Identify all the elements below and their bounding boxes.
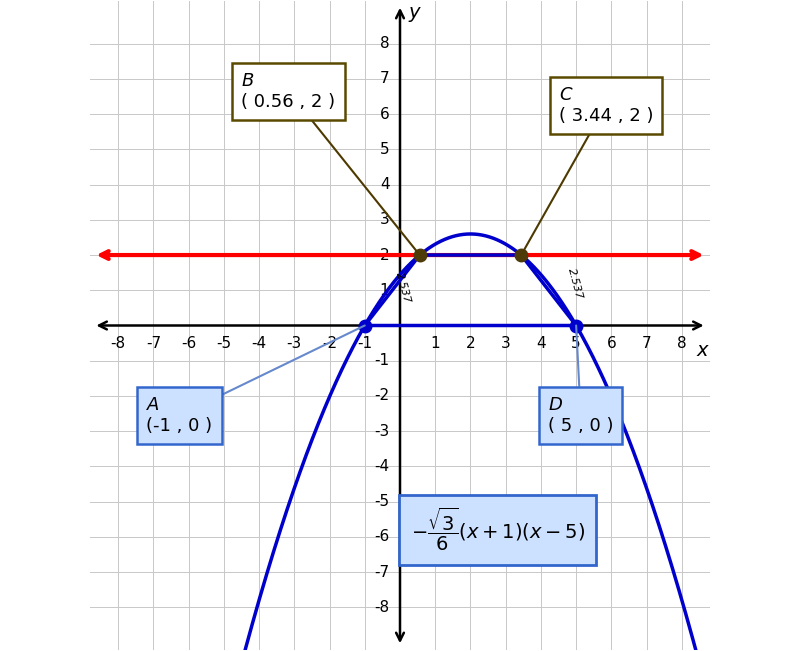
Text: -6: -6 — [374, 529, 390, 544]
Text: 1: 1 — [430, 336, 440, 351]
Text: 3: 3 — [380, 212, 390, 227]
Text: $A$
(-1 , 0 ): $A$ (-1 , 0 ) — [146, 326, 365, 435]
Text: 7: 7 — [642, 336, 651, 351]
Text: 3: 3 — [501, 336, 510, 351]
Text: 5: 5 — [571, 336, 581, 351]
Text: -6: -6 — [181, 336, 196, 351]
Text: y: y — [409, 3, 420, 22]
Text: -7: -7 — [146, 336, 161, 351]
Text: 2: 2 — [380, 247, 390, 262]
Text: x: x — [697, 341, 708, 361]
Text: 8: 8 — [677, 336, 686, 351]
Text: $C$
( 3.44 , 2 ): $C$ ( 3.44 , 2 ) — [521, 86, 653, 255]
Text: 5: 5 — [380, 142, 390, 157]
Text: -1: -1 — [358, 336, 372, 351]
Text: -4: -4 — [374, 459, 390, 474]
Text: -5: -5 — [216, 336, 231, 351]
Text: 4: 4 — [380, 177, 390, 192]
Text: -5: -5 — [374, 494, 390, 509]
Text: 2: 2 — [466, 336, 475, 351]
Text: 7: 7 — [380, 72, 390, 87]
Text: -1: -1 — [374, 353, 390, 368]
Text: $B$
( 0.56 , 2 ): $B$ ( 0.56 , 2 ) — [242, 72, 420, 255]
Text: 8: 8 — [380, 36, 390, 51]
Text: 2.537: 2.537 — [566, 268, 584, 301]
Text: -7: -7 — [374, 564, 390, 579]
Text: 2.537: 2.537 — [394, 271, 412, 305]
Text: -4: -4 — [251, 336, 266, 351]
Text: -8: -8 — [110, 336, 126, 351]
Text: -2: -2 — [322, 336, 337, 351]
Text: 4: 4 — [536, 336, 546, 351]
Text: $D$
( 5 , 0 ): $D$ ( 5 , 0 ) — [548, 326, 614, 435]
Text: -2: -2 — [374, 389, 390, 404]
Text: 6: 6 — [606, 336, 616, 351]
Text: $-\dfrac{\sqrt{3}}{6}(x+1)(x-5)$: $-\dfrac{\sqrt{3}}{6}(x+1)(x-5)$ — [410, 506, 585, 553]
Text: -3: -3 — [286, 336, 302, 351]
Text: 1: 1 — [380, 283, 390, 298]
Text: -3: -3 — [374, 424, 390, 439]
Text: -8: -8 — [374, 600, 390, 615]
Text: 6: 6 — [380, 107, 390, 122]
